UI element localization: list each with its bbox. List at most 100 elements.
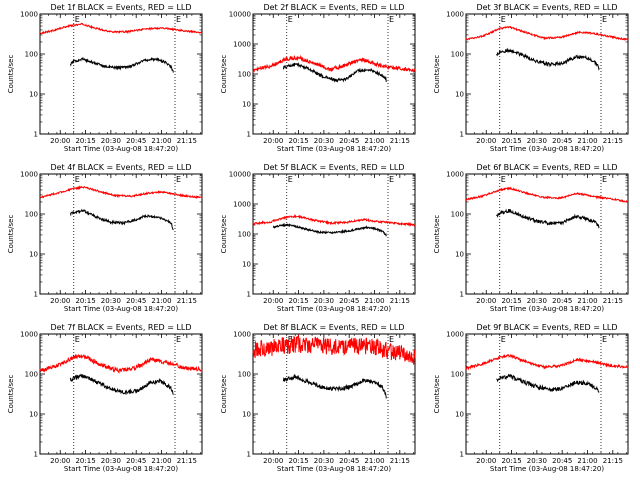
x-tick-label: 21:15 [390,137,410,145]
x-tick-label: 20:30 [101,297,121,305]
lld-series-line [39,353,203,375]
x-tick-label: 20:45 [126,297,146,305]
y-tick-label: 1000 [233,201,251,209]
lld-series-line [465,353,629,371]
x-tick-label: 21:15 [177,137,197,145]
events-series-line [282,373,387,399]
x-tick-label: 20:45 [126,457,146,465]
x-tick-label: 20:00 [50,297,70,305]
plot-frame [39,173,203,295]
plot-frame [252,333,416,455]
x-tick-label: 20:30 [314,297,334,305]
x-tick-label: 20:30 [101,457,121,465]
x-tick-label: 20:00 [476,137,496,145]
x-tick-label: 20:00 [263,137,283,145]
y-tick-label: 10 [455,251,464,259]
x-tick-label: 20:30 [314,137,334,145]
events-series-line [69,56,174,73]
y-axis-label: Counts/sec [220,55,228,94]
x-tick-label: 20:30 [101,137,121,145]
x-tick-label: 21:15 [177,457,197,465]
x-tick-label: 20:00 [476,297,496,305]
y-tick-label: 100 [451,51,464,59]
chart-panel: Det 2f BLACK = Events, RED = LLD 1 10 100 10… [220,3,416,153]
events-series-line [495,47,600,71]
x-axis-label: Start Time (03-Aug-08 18:47:20) [277,145,391,153]
y-tick-label: 1000 [20,11,38,19]
chart-panel: Det 7f BLACK = Events, RED = LLD 1 10 100 10… [7,323,203,473]
y-tick-label: 10000 [229,11,251,19]
x-tick-label: 21:15 [603,137,623,145]
chart-title: Det 4f BLACK = Events, RED = LLD [50,163,191,172]
y-tick-label: 100 [238,371,251,379]
y-tick-label: 10 [29,251,38,259]
event-marker-label: E [288,175,293,184]
x-tick-label: 21:00 [577,297,597,305]
x-tick-label: 20:45 [339,137,359,145]
lld-series-line [39,22,203,35]
chart-panel: Det 1f BLACK = Events, RED = LLD 1 10 100 10… [7,3,203,153]
x-tick-label: 20:45 [339,457,359,465]
event-marker-label: E [501,175,506,184]
y-tick-label: 1000 [446,331,464,339]
event-marker-label: E [389,175,394,184]
lld-series-line [39,185,203,200]
lld-series-line [252,54,416,74]
y-tick-label: 100 [25,371,38,379]
plot-frame [39,333,203,455]
plot-frame [465,173,629,295]
y-axis-label: Counts/sec [433,55,441,94]
x-tick-label: 21:15 [390,457,410,465]
x-tick-label: 20:30 [527,457,547,465]
chart-panel: Det 4f BLACK = Events, RED = LLD 1 10 100 10… [7,163,203,313]
events-series-line [496,373,600,393]
lld-series-line [465,186,629,203]
events-series-line [69,373,174,396]
chart-panel: Det 5f BLACK = Events, RED = LLD 1 10 100 10… [220,163,416,313]
y-axis-label: Counts/sec [433,215,441,254]
y-tick-label: 1 [247,451,251,459]
event-marker-label: E [602,15,607,24]
x-tick-label: 20:45 [339,297,359,305]
y-tick-label: 100 [451,211,464,219]
lld-series-line [252,334,416,365]
y-tick-label: 1 [247,291,251,299]
event-marker-label: E [75,15,80,24]
x-tick-label: 20:15 [75,137,95,145]
chart-panel: Det 9f BLACK = Events, RED = LLD 1 10 100 10… [433,323,629,473]
y-tick-label: 10 [29,411,38,419]
event-marker-label: E [75,175,80,184]
x-tick-label: 20:15 [501,457,521,465]
x-axis-label: Start Time (03-Aug-08 18:47:20) [64,305,178,313]
x-tick-label: 20:00 [263,297,283,305]
x-tick-label: 21:00 [364,137,384,145]
chart-title: Det 6f BLACK = Events, RED = LLD [476,163,617,172]
lld-series-line [465,25,629,42]
x-tick-label: 20:15 [75,297,95,305]
x-axis-label: Start Time (03-Aug-08 18:47:20) [490,465,604,473]
y-axis-label: Counts/sec [220,375,228,414]
x-tick-label: 20:30 [314,457,334,465]
x-tick-label: 20:30 [527,137,547,145]
chart-title: Det 8f BLACK = Events, RED = LLD [263,323,404,332]
plot-frame [465,13,629,135]
x-tick-label: 20:00 [50,457,70,465]
event-marker-label: E [288,15,293,24]
x-axis-label: Start Time (03-Aug-08 18:47:20) [490,305,604,313]
chart-title: Det 2f BLACK = Events, RED = LLD [263,3,404,12]
y-axis-label: Counts/sec [220,215,228,254]
event-marker-label: E [176,335,181,344]
chart-title: Det 9f BLACK = Events, RED = LLD [476,323,617,332]
y-tick-label: 1 [34,291,38,299]
plot-frame [252,13,416,135]
x-axis-label: Start Time (03-Aug-08 18:47:20) [277,465,391,473]
x-tick-label: 21:15 [603,457,623,465]
x-tick-label: 21:00 [577,457,597,465]
lld-series-line [252,214,416,228]
event-marker-label: E [602,335,607,344]
x-tick-label: 20:15 [501,137,521,145]
x-tick-label: 21:15 [603,297,623,305]
x-axis-label: Start Time (03-Aug-08 18:47:20) [277,305,391,313]
y-tick-label: 1 [460,131,464,139]
x-tick-label: 21:00 [364,297,384,305]
